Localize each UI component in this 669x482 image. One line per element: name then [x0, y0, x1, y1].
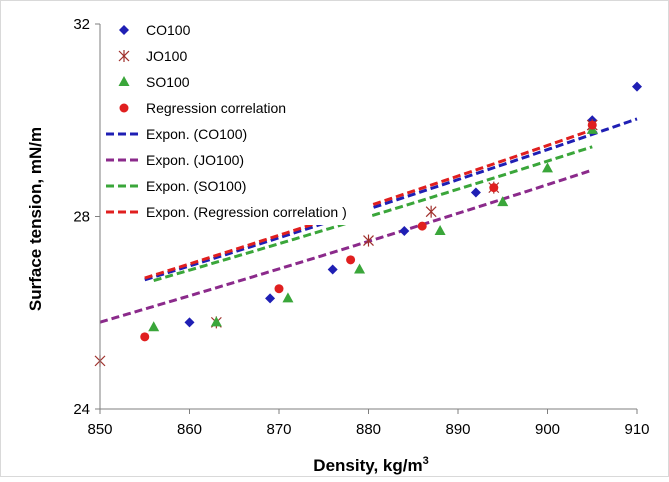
data-point: [434, 224, 446, 235]
y-tick-label: 32: [73, 16, 90, 33]
x-axis-title: Density, kg/m3: [313, 455, 428, 475]
legend-label: Expon. (Regression correlation ): [146, 204, 347, 220]
data-point: [632, 81, 642, 92]
data-point: [587, 120, 597, 130]
legend-label: SO100: [146, 74, 190, 90]
x-axis-title-text: Density, kg/m: [313, 456, 422, 475]
trendline: [99, 168, 593, 324]
data-points: [94, 81, 642, 367]
y-tick-label: 24: [73, 401, 90, 418]
legend-label: JO100: [146, 48, 187, 64]
data-point: [265, 293, 276, 304]
legend-label: CO100: [146, 22, 191, 38]
data-point: [140, 332, 150, 342]
y-tick-label: 28: [73, 209, 90, 226]
legend-label: Expon. (CO100): [146, 126, 247, 142]
data-point: [497, 196, 509, 207]
x-tick-label: 910: [624, 421, 649, 438]
data-point: [274, 284, 284, 294]
data-point: [542, 162, 553, 173]
data-point: [148, 321, 160, 332]
legend: CO100 JO100 SO100 Regression correlation Exp…: [106, 10, 372, 225]
legend-background: [110, 10, 372, 225]
y-axis-title: Surface tension, mN/m: [26, 127, 45, 311]
data-point: [210, 316, 222, 327]
data-point: [425, 205, 437, 218]
x-axis-title-superscript: 3: [423, 455, 429, 467]
x-tick-label: 900: [535, 421, 560, 438]
data-point: [346, 255, 356, 265]
legend-marker: [119, 103, 129, 113]
legend-label: Expon. (SO100): [146, 178, 246, 194]
legend-label: Expon. (JO100): [146, 152, 244, 168]
data-point: [399, 225, 410, 236]
data-point: [327, 264, 338, 275]
data-point: [470, 187, 481, 198]
x-tick-label: 850: [87, 421, 112, 438]
data-point: [489, 183, 499, 193]
data-point: [282, 292, 294, 303]
data-point: [417, 221, 427, 231]
trendline: [153, 145, 593, 283]
legend-marker: [118, 50, 130, 62]
x-tick-label: 870: [266, 421, 291, 438]
data-point: [184, 317, 195, 328]
x-tick-label: 860: [177, 421, 202, 438]
axis-ticks: 850 860 870 880 890 900 910 24 28 32: [73, 16, 649, 438]
data-point: [354, 263, 366, 274]
legend-label: Regression correlation: [146, 100, 286, 116]
x-tick-label: 890: [445, 421, 470, 438]
legend-marker: [119, 25, 129, 35]
legend-marker: [118, 76, 130, 86]
data-point: [363, 234, 374, 247]
x-tick-label: 880: [356, 421, 381, 438]
trendline: [144, 117, 638, 282]
